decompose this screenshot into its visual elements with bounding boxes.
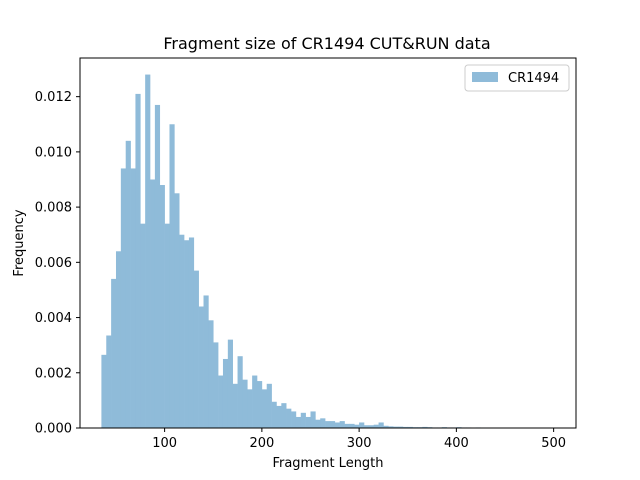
histogram-bar <box>193 270 199 428</box>
histogram-bar <box>315 419 321 428</box>
y-tick-label: 0.002 <box>35 366 72 381</box>
x-tick-label: 300 <box>347 436 372 451</box>
histogram-bar <box>174 193 180 428</box>
legend-swatch <box>472 72 498 82</box>
histogram-bar <box>198 306 204 428</box>
histogram-bar <box>363 425 370 428</box>
histogram-bar <box>334 422 340 428</box>
histogram-bar <box>111 278 117 428</box>
histogram-bar <box>130 168 136 428</box>
histogram-bar <box>115 251 122 428</box>
histogram-bar <box>276 405 282 428</box>
bars-group <box>101 74 554 429</box>
histogram-bar <box>218 375 224 428</box>
histogram-bar <box>140 223 146 428</box>
histogram-bar <box>407 426 413 428</box>
x-tick-label: 100 <box>152 436 177 451</box>
histogram-bar <box>291 411 297 428</box>
histogram-bar <box>300 412 306 428</box>
legend-box <box>464 64 570 92</box>
histogram-bar <box>125 140 131 428</box>
histogram-bar <box>135 93 141 429</box>
histogram-bar <box>295 416 302 428</box>
histogram-bar <box>349 423 355 428</box>
histogram-bar <box>237 356 243 428</box>
histogram-bar <box>305 416 311 428</box>
y-tick-label: 0.004 <box>35 311 72 326</box>
histogram-bar <box>252 375 258 428</box>
histogram-bar <box>188 237 195 428</box>
histogram-bar <box>242 379 248 428</box>
histogram-bar <box>257 381 263 428</box>
histogram-bar <box>145 74 151 428</box>
histogram-bar <box>354 424 360 428</box>
histogram-bar <box>154 104 161 428</box>
histogram-bar <box>320 418 326 428</box>
histogram-bar <box>271 401 277 428</box>
histogram-bar <box>179 234 185 428</box>
histogram-bar <box>339 421 345 428</box>
x-tick-label: 200 <box>249 436 274 451</box>
histogram-bar <box>150 179 156 428</box>
x-tick-label: 400 <box>444 436 469 451</box>
y-tick-label: 0.008 <box>35 201 72 216</box>
histogram-bar <box>359 422 365 428</box>
histogram-bar <box>383 425 389 428</box>
chart-title: Fragment size of CR1494 CUT&RUN data <box>163 34 490 53</box>
histogram-bar <box>344 423 350 428</box>
x-tick-label: 500 <box>541 436 566 451</box>
y-axis-label: Frequency <box>12 209 27 276</box>
plot-frame <box>79 57 577 429</box>
histogram-bar <box>261 389 268 428</box>
histogram-bar <box>266 383 272 428</box>
histogram-bar <box>368 425 375 428</box>
legend: CR1494 <box>464 64 570 92</box>
y-axis-ticks: 0.000 0.002 0.004 0.006 0.008 0.010 0.012 <box>35 90 80 437</box>
histogram-bar <box>388 426 394 428</box>
histogram-bar <box>329 421 336 428</box>
histogram-bar <box>101 354 107 428</box>
histogram-bar <box>232 383 238 428</box>
histogram-bar <box>169 124 175 429</box>
x-axis-ticks: 100 200 300 400 500 <box>152 428 566 451</box>
histogram-bar <box>325 421 331 428</box>
histogram-bar <box>281 403 287 428</box>
y-tick-label: 0.000 <box>35 422 72 437</box>
histogram-bar <box>398 426 404 428</box>
histogram-bar <box>247 389 253 428</box>
y-tick-label: 0.012 <box>35 90 72 105</box>
histogram-bar <box>422 426 428 428</box>
histogram-bar <box>159 185 165 428</box>
histogram-bar <box>106 335 112 428</box>
histogram-bar <box>213 342 219 428</box>
histogram-bar <box>402 426 409 428</box>
histogram-bar <box>393 426 399 428</box>
histogram-bar <box>286 408 292 428</box>
histogram-bar <box>208 320 214 428</box>
histogram-bar <box>164 223 170 428</box>
y-tick-label: 0.006 <box>35 256 72 271</box>
x-axis-label: Fragment Length <box>272 456 383 471</box>
histogram-bar <box>227 339 233 428</box>
histogram-bar <box>310 411 316 428</box>
histogram-bar <box>184 240 190 428</box>
histogram-bar <box>120 168 127 428</box>
histogram-bar <box>203 295 209 428</box>
y-tick-label: 0.010 <box>35 145 72 160</box>
legend-label: CR1494 <box>508 71 559 86</box>
histogram-bar <box>222 358 229 428</box>
histogram-bar <box>378 422 384 428</box>
histogram-bar <box>373 424 379 428</box>
